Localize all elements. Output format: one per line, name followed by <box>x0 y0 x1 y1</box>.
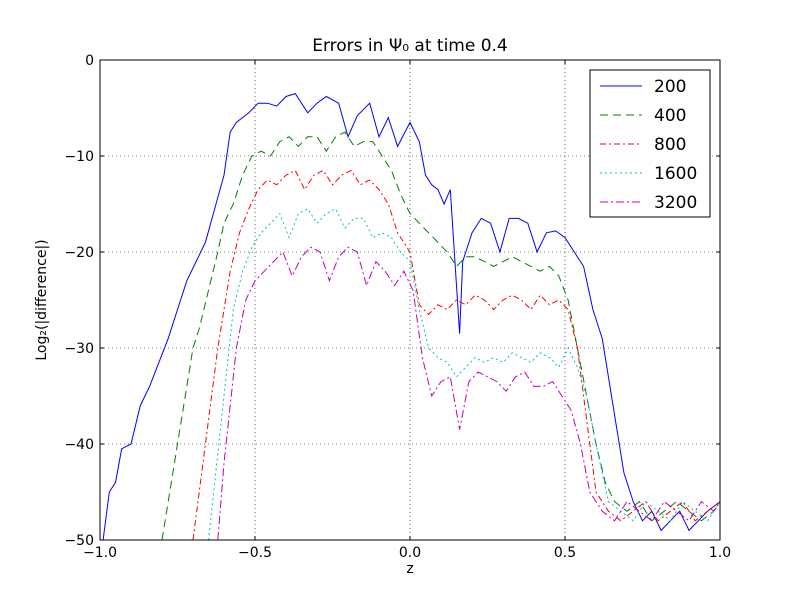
x-tick-label: 0.5 <box>554 545 576 561</box>
series-group <box>102 93 720 540</box>
x-tick-label: −1.0 <box>83 545 117 561</box>
x-tick-label: 0.0 <box>399 545 421 561</box>
series-line-400 <box>161 131 720 540</box>
legend: 200 400 800 1600 3200 <box>589 69 711 218</box>
legend-label: 400 <box>654 106 686 126</box>
x-tick-label: 1.0 <box>709 545 731 561</box>
y-tick-label: −50 <box>64 533 94 549</box>
series-line-800 <box>192 169 720 540</box>
y-axis-label: Log₂(|difference|) <box>34 239 50 360</box>
legend-label: 200 <box>654 77 686 97</box>
y-tick-label: 0 <box>85 53 94 69</box>
y-tick-label: −10 <box>64 149 94 165</box>
y-tick-label: −40 <box>64 437 94 453</box>
legend-label: 800 <box>654 135 686 155</box>
y-tick-label: −20 <box>64 245 94 261</box>
x-axis-label: z <box>406 561 413 577</box>
legend-label: 1600 <box>654 164 697 184</box>
ticks: −1.0 −0.5 0.0 0.5 1.0 0 −10 −20 −30 −40 −50 <box>64 53 731 561</box>
chart-title: Errors in Ψ₀ at time 0.4 <box>312 36 508 56</box>
y-tick-label: −30 <box>64 341 94 357</box>
x-tick-label: −0.5 <box>238 545 272 561</box>
legend-label: 3200 <box>654 193 697 213</box>
series-line-200 <box>102 93 720 540</box>
series-line-3200 <box>217 246 720 540</box>
